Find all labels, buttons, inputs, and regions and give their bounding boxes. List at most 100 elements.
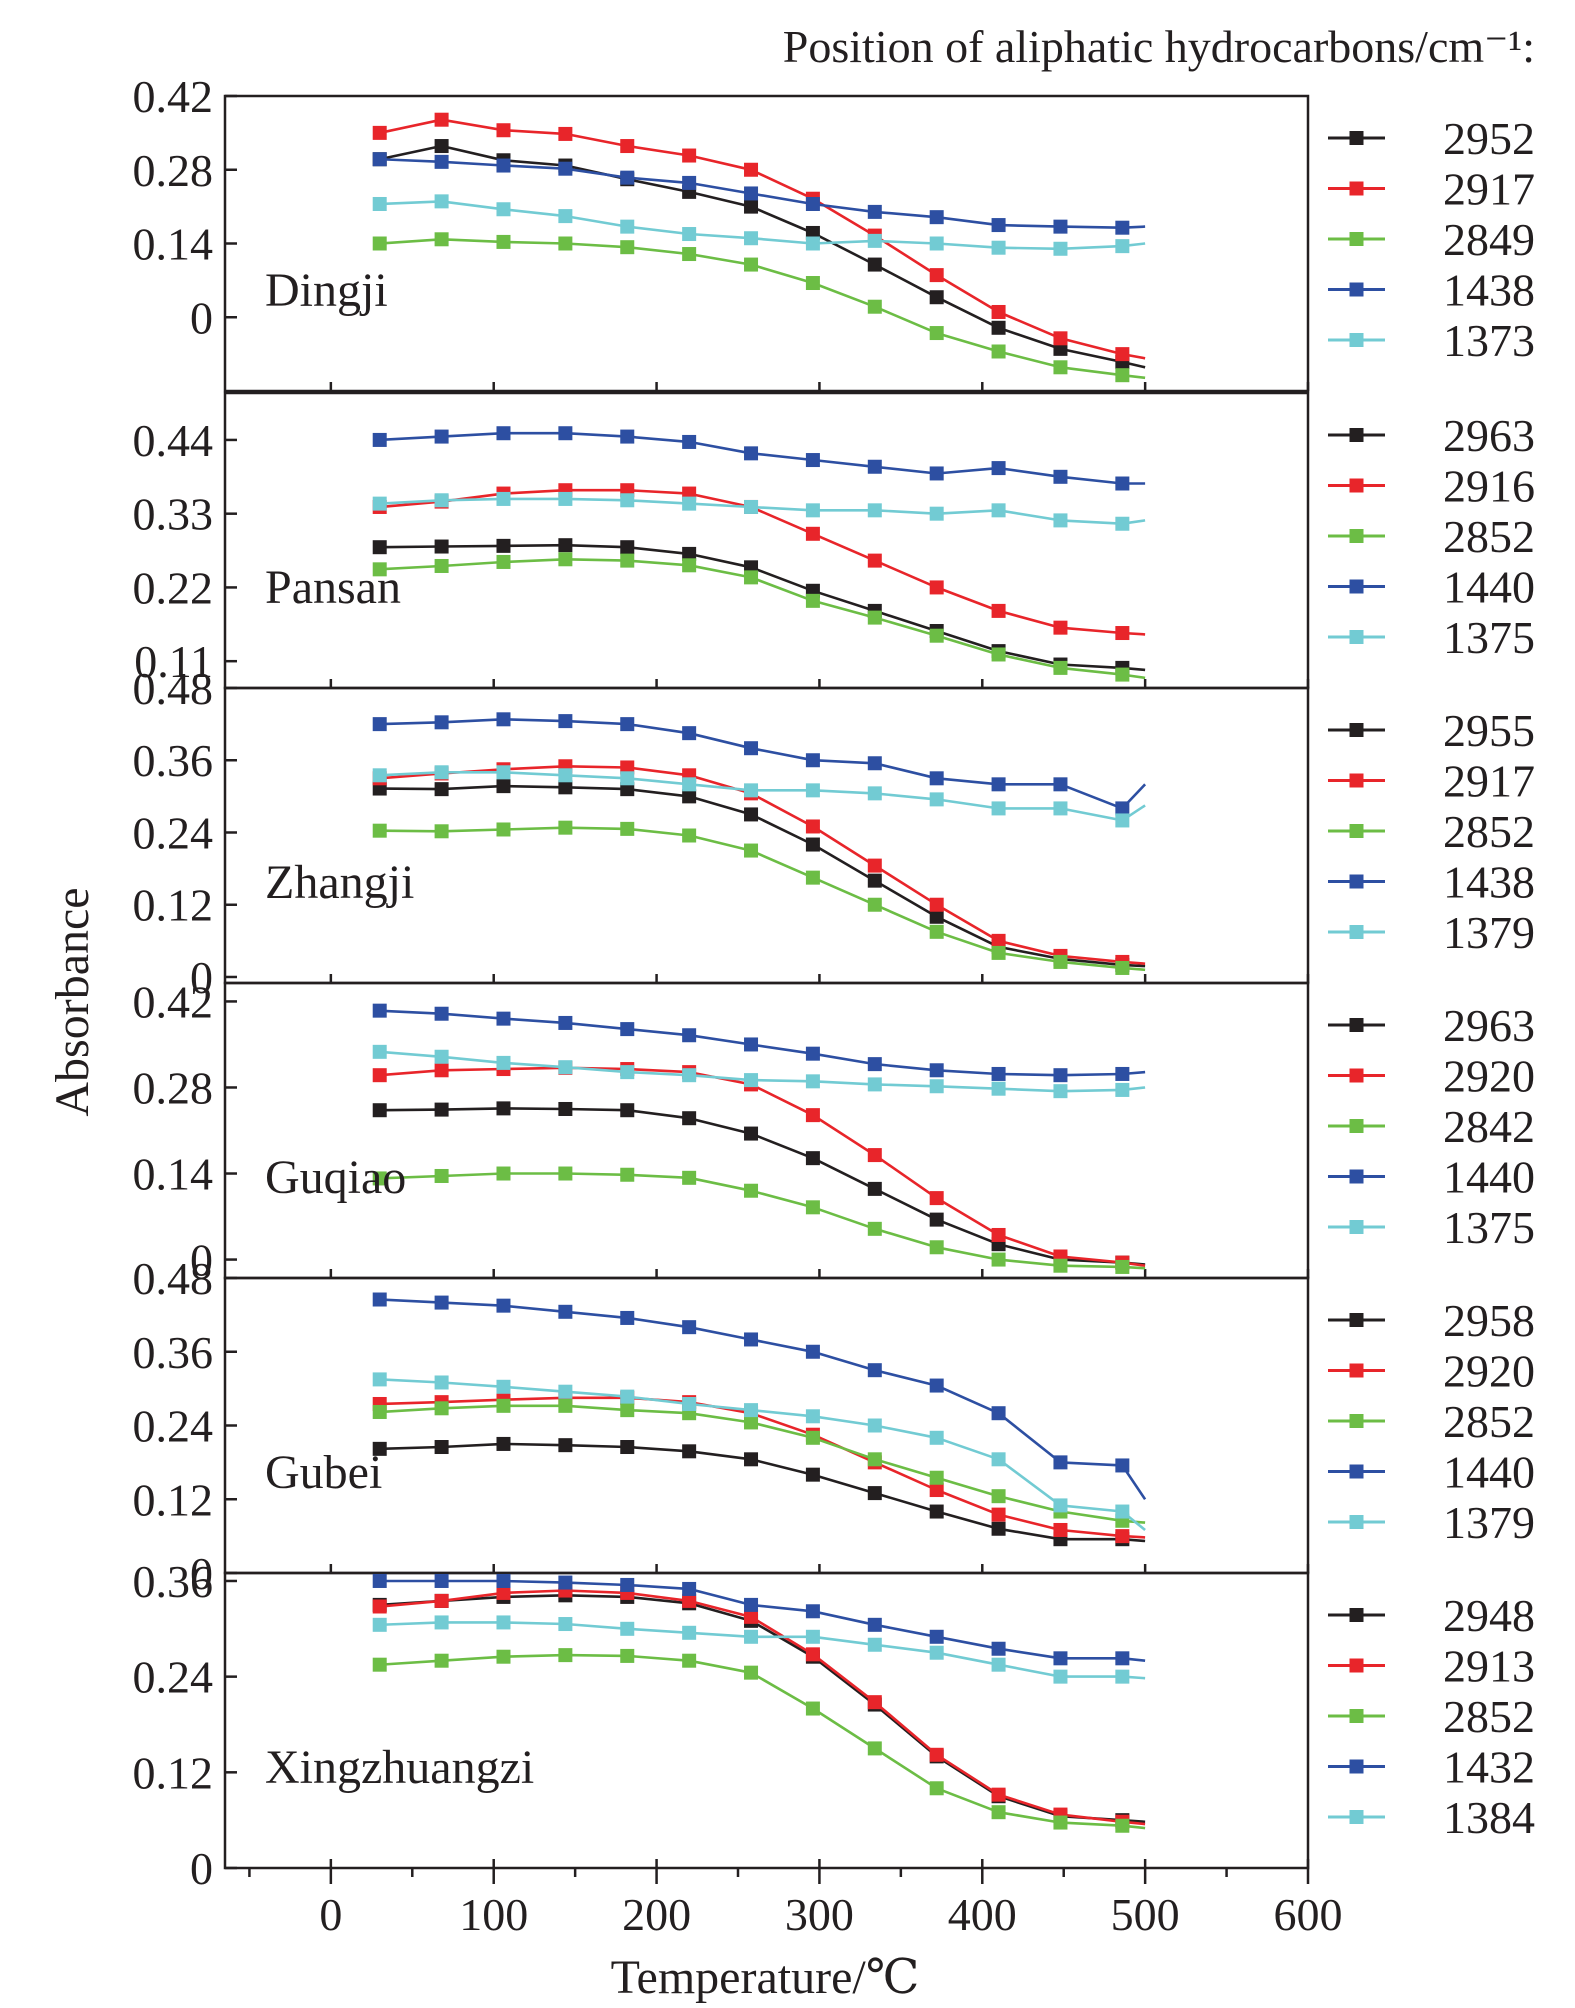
legend-label: 2842 [1443, 1101, 1535, 1152]
data-point-2913 [682, 1593, 697, 1608]
legend-marker-1373 [1349, 333, 1364, 347]
data-point-1384 [929, 1645, 944, 1660]
data-point-2849 [744, 257, 759, 272]
data-point-2955 [620, 782, 635, 797]
legend-label: 2916 [1443, 461, 1535, 512]
panel-label: Zhangji [265, 856, 414, 909]
data-point-1432 [991, 1641, 1006, 1656]
series-line-2852 [379, 826, 1146, 972]
data-point-1438 [744, 186, 759, 201]
y-tick-label: 0.36 [133, 1327, 214, 1378]
data-point-1438 [1115, 801, 1130, 816]
series-line-2917 [379, 765, 1146, 965]
legend-marker-2852 [1349, 1414, 1364, 1428]
data-point-2842 [929, 1240, 944, 1255]
data-point-1438 [434, 715, 449, 730]
data-point-1438 [620, 717, 635, 732]
data-point-1384 [1115, 1669, 1130, 1684]
y-tick-label: 0.12 [133, 1474, 214, 1525]
data-point-2963 [929, 1212, 944, 1227]
legend-marker-1375 [1349, 630, 1364, 644]
data-point-2963 [805, 1151, 820, 1166]
panel-label: Dingji [265, 264, 388, 317]
data-point-1432 [496, 1573, 511, 1588]
data-point-1440 [991, 1066, 1006, 1081]
legend-label: 1373 [1443, 315, 1535, 366]
data-point-2958 [805, 1467, 820, 1482]
data-point-2842 [867, 1221, 882, 1236]
series-line-1438 [379, 718, 1147, 810]
data-point-2852 [372, 562, 387, 577]
data-point-2955 [496, 779, 511, 794]
data-point-2913 [496, 1585, 511, 1600]
data-point-1440 [1115, 1066, 1130, 1081]
data-point-2963 [372, 1103, 387, 1118]
data-point-1438 [496, 712, 511, 727]
data-point-1440 [744, 1037, 759, 1052]
data-point-1379 [434, 765, 449, 780]
data-point-2958 [991, 1521, 1006, 1536]
panel-label: Pansan [265, 561, 401, 614]
data-point-2917 [1115, 347, 1130, 362]
data-point-2852 [434, 824, 449, 839]
data-point-2917 [744, 162, 759, 177]
data-point-2955 [682, 789, 697, 804]
data-point-1432 [744, 1597, 759, 1612]
data-point-1432 [805, 1604, 820, 1619]
data-point-2917 [929, 897, 944, 912]
data-point-1438 [1053, 777, 1068, 792]
data-point-2849 [372, 236, 387, 251]
data-point-1373 [744, 231, 759, 246]
data-point-1440 [744, 1332, 759, 1347]
legend-marker-2948 [1349, 1608, 1364, 1622]
data-point-2852 [558, 1398, 573, 1413]
data-point-1440 [496, 1011, 511, 1026]
data-point-2852 [805, 593, 820, 608]
data-point-2920 [434, 1063, 449, 1078]
data-point-1375 [805, 503, 820, 518]
series-line-2958 [379, 1442, 1146, 1543]
data-point-1373 [372, 196, 387, 211]
data-point-1438 [929, 210, 944, 225]
x-tick-label: 400 [948, 1889, 1017, 1940]
legend-label: 1440 [1443, 1447, 1535, 1498]
x-tick-label: 500 [1111, 1889, 1180, 1940]
legend-label: 2963 [1443, 410, 1535, 461]
data-point-1440 [434, 429, 449, 444]
data-point-2952 [434, 139, 449, 154]
data-point-2842 [558, 1166, 573, 1181]
series-line-2952 [379, 144, 1146, 369]
data-point-1438 [620, 170, 635, 185]
legend-label: 1379 [1443, 907, 1535, 958]
data-point-1379 [929, 1430, 944, 1445]
data-point-2852 [558, 552, 573, 567]
legend-marker-1440 [1349, 1169, 1364, 1184]
data-point-2852 [1115, 667, 1130, 682]
data-point-2917 [620, 760, 635, 775]
data-point-2958 [744, 1452, 759, 1467]
data-point-1379 [682, 1396, 697, 1411]
legend-label: 1440 [1443, 1152, 1535, 1203]
data-point-2842 [496, 1166, 511, 1181]
panel-zhangji: 0 0.12 0.24 0.36 0.48 Zhangji 2955291728521438… [133, 663, 1536, 1003]
y-tick-label: 0 [190, 952, 213, 1003]
series-line-2916 [379, 488, 1146, 636]
legend-marker-1432 [1349, 1759, 1364, 1774]
legend-marker-2958 [1349, 1313, 1364, 1327]
data-point-1379 [558, 768, 573, 783]
data-point-2955 [867, 873, 882, 888]
data-point-2952 [991, 320, 1006, 335]
data-point-2852 [867, 610, 882, 625]
legend-marker-1438 [1349, 282, 1364, 297]
data-point-2852 [496, 1398, 511, 1413]
data-point-2917 [620, 139, 635, 154]
data-point-2852 [372, 1657, 387, 1672]
data-point-2852 [991, 647, 1006, 662]
data-point-2963 [558, 1101, 573, 1116]
data-point-2920 [929, 1191, 944, 1206]
data-point-1379 [991, 801, 1006, 816]
legend-marker-2963 [1349, 1018, 1364, 1032]
legend-label: 2948 [1443, 1590, 1535, 1641]
data-point-2852 [744, 1415, 759, 1430]
legend-marker-2916 [1349, 478, 1364, 493]
